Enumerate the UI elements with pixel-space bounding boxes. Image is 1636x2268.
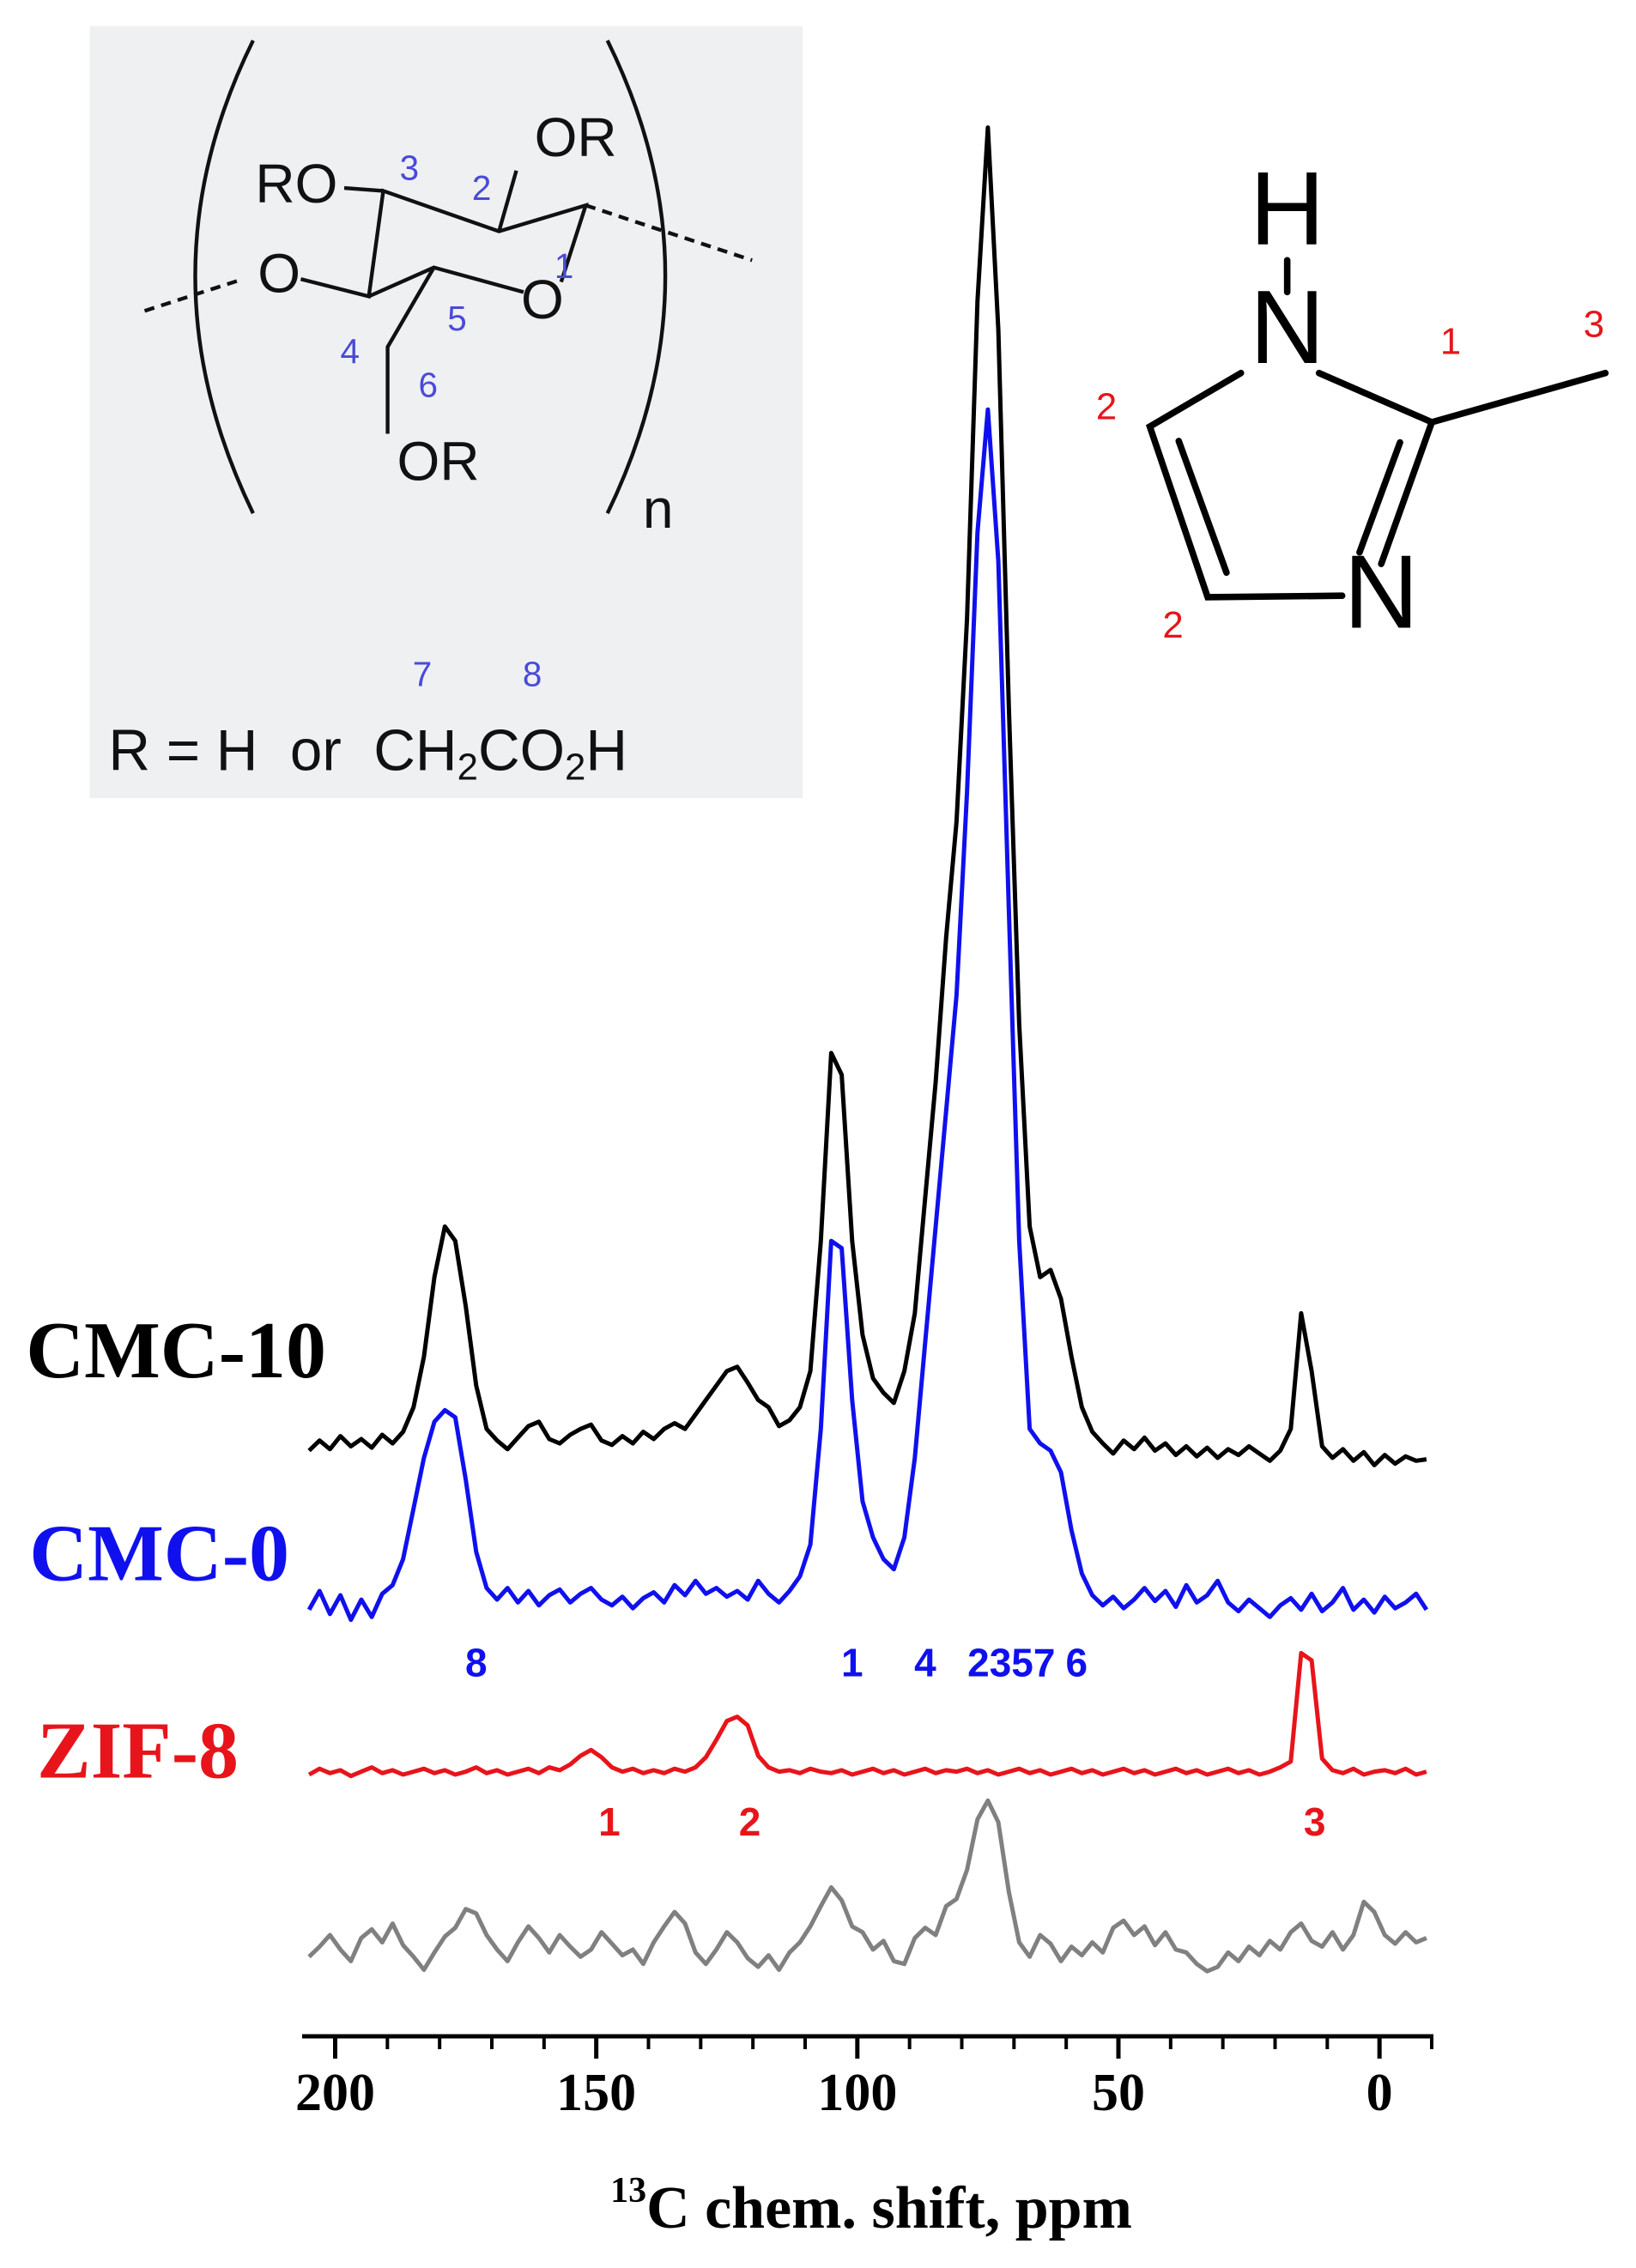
x-axis-title: 13C chem. shift, ppm bbox=[610, 2171, 1132, 2241]
position-number: 4 bbox=[341, 332, 360, 372]
peak-label: 8 bbox=[465, 1641, 488, 1685]
cellulose-structure: RO OR O O OR n 1 2 3 4 5 6 7 8 R = H or … bbox=[89, 26, 803, 799]
peak-label: 3 bbox=[1304, 1799, 1326, 1844]
formula-subscript: 2 bbox=[457, 746, 478, 788]
spectrum-line bbox=[307, 1650, 1427, 1779]
formula-part: R = H or CH bbox=[108, 718, 457, 783]
formula-part: H bbox=[585, 718, 627, 783]
inset-box bbox=[89, 26, 803, 799]
peak-label: 6 bbox=[1066, 1641, 1088, 1685]
peak-label: 2 bbox=[739, 1799, 761, 1844]
position-number: 6 bbox=[419, 365, 438, 404]
x-tick-label: 50 bbox=[1092, 2064, 1145, 2122]
group-label: RO bbox=[255, 153, 337, 215]
x-tick-label: 0 bbox=[1366, 2064, 1393, 2122]
formula: R = H or CH2CO2H bbox=[108, 718, 627, 788]
bonds bbox=[1145, 257, 1609, 601]
group-label: O bbox=[521, 269, 564, 330]
peak-label: 1 bbox=[598, 1799, 621, 1844]
series-label: CMC-0 bbox=[29, 1509, 289, 1598]
imidazole-structure: H N N 1 3 2 2 bbox=[1096, 150, 1609, 650]
dashed-bond bbox=[143, 203, 753, 313]
position-number: 3 bbox=[1584, 303, 1604, 345]
peak-label: 4 bbox=[914, 1641, 936, 1685]
position-number: 1 bbox=[1440, 321, 1461, 363]
x-tick-label: 150 bbox=[556, 2064, 636, 2122]
repeat-index: n bbox=[643, 478, 674, 540]
group-label: OR bbox=[535, 106, 617, 168]
position-number: 1 bbox=[554, 246, 573, 286]
atom-label: N bbox=[1343, 533, 1419, 650]
bracket bbox=[193, 39, 255, 515]
peak-label: 1 bbox=[841, 1641, 863, 1685]
position-number: 7 bbox=[413, 654, 432, 693]
formula-subscript: 2 bbox=[565, 746, 585, 788]
position-number: 3 bbox=[400, 148, 419, 188]
x-axis-title-text: C chem. shift, ppm bbox=[646, 2175, 1132, 2241]
bonds bbox=[300, 170, 589, 434]
bracket bbox=[605, 39, 668, 515]
position-number: 5 bbox=[447, 299, 466, 338]
position-number: 2 bbox=[472, 168, 491, 208]
spectrum-line bbox=[307, 1798, 1427, 1974]
series-label: CMC-10 bbox=[26, 1306, 326, 1395]
peak-label: 2357 bbox=[967, 1641, 1055, 1685]
x-tick-label: 200 bbox=[295, 2064, 375, 2122]
formula-part: CO bbox=[478, 718, 565, 783]
group-label: O bbox=[258, 242, 300, 304]
position-number: 2 bbox=[1162, 604, 1183, 646]
x-tick-label: 100 bbox=[817, 2064, 897, 2122]
atom-label: H bbox=[1250, 150, 1325, 267]
spectrum-line bbox=[306, 407, 1428, 1623]
series-label: ZIF-8 bbox=[37, 1707, 239, 1796]
x-axis-title-superscript: 13 bbox=[610, 2171, 646, 2211]
position-number: 8 bbox=[523, 654, 542, 693]
atom-label: N bbox=[1250, 269, 1325, 385]
position-number: 2 bbox=[1096, 385, 1117, 427]
group-label: OR bbox=[397, 430, 480, 492]
spectrum-line bbox=[307, 125, 1427, 1467]
